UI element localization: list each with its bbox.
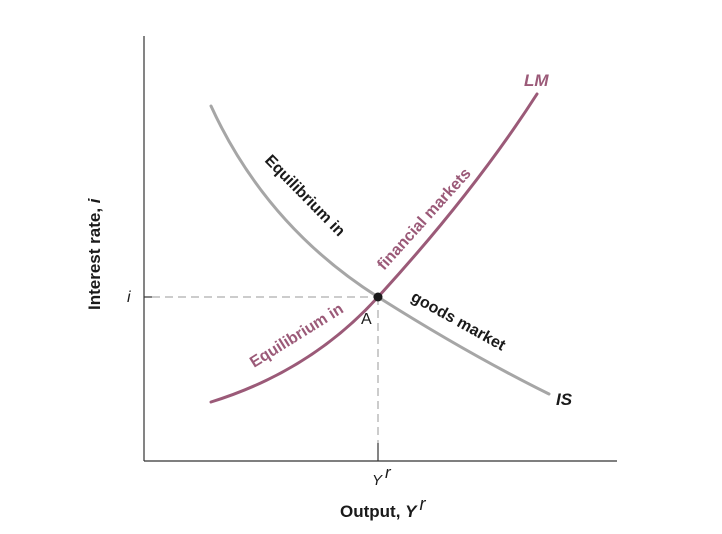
is-label: IS [556, 390, 573, 409]
equilibrium-point [373, 292, 383, 302]
is-text-equilibrium: Equilibrium in [261, 152, 348, 240]
point-label: A [361, 311, 372, 328]
lm-text-financial-markets: financial markets [374, 165, 474, 274]
y-axis-title: Interest rate, i [85, 197, 104, 310]
lm-text-equilibrium: Equilibrium in [247, 301, 347, 372]
lm-label: LM [524, 71, 549, 90]
y-tick-label: i [127, 289, 131, 306]
